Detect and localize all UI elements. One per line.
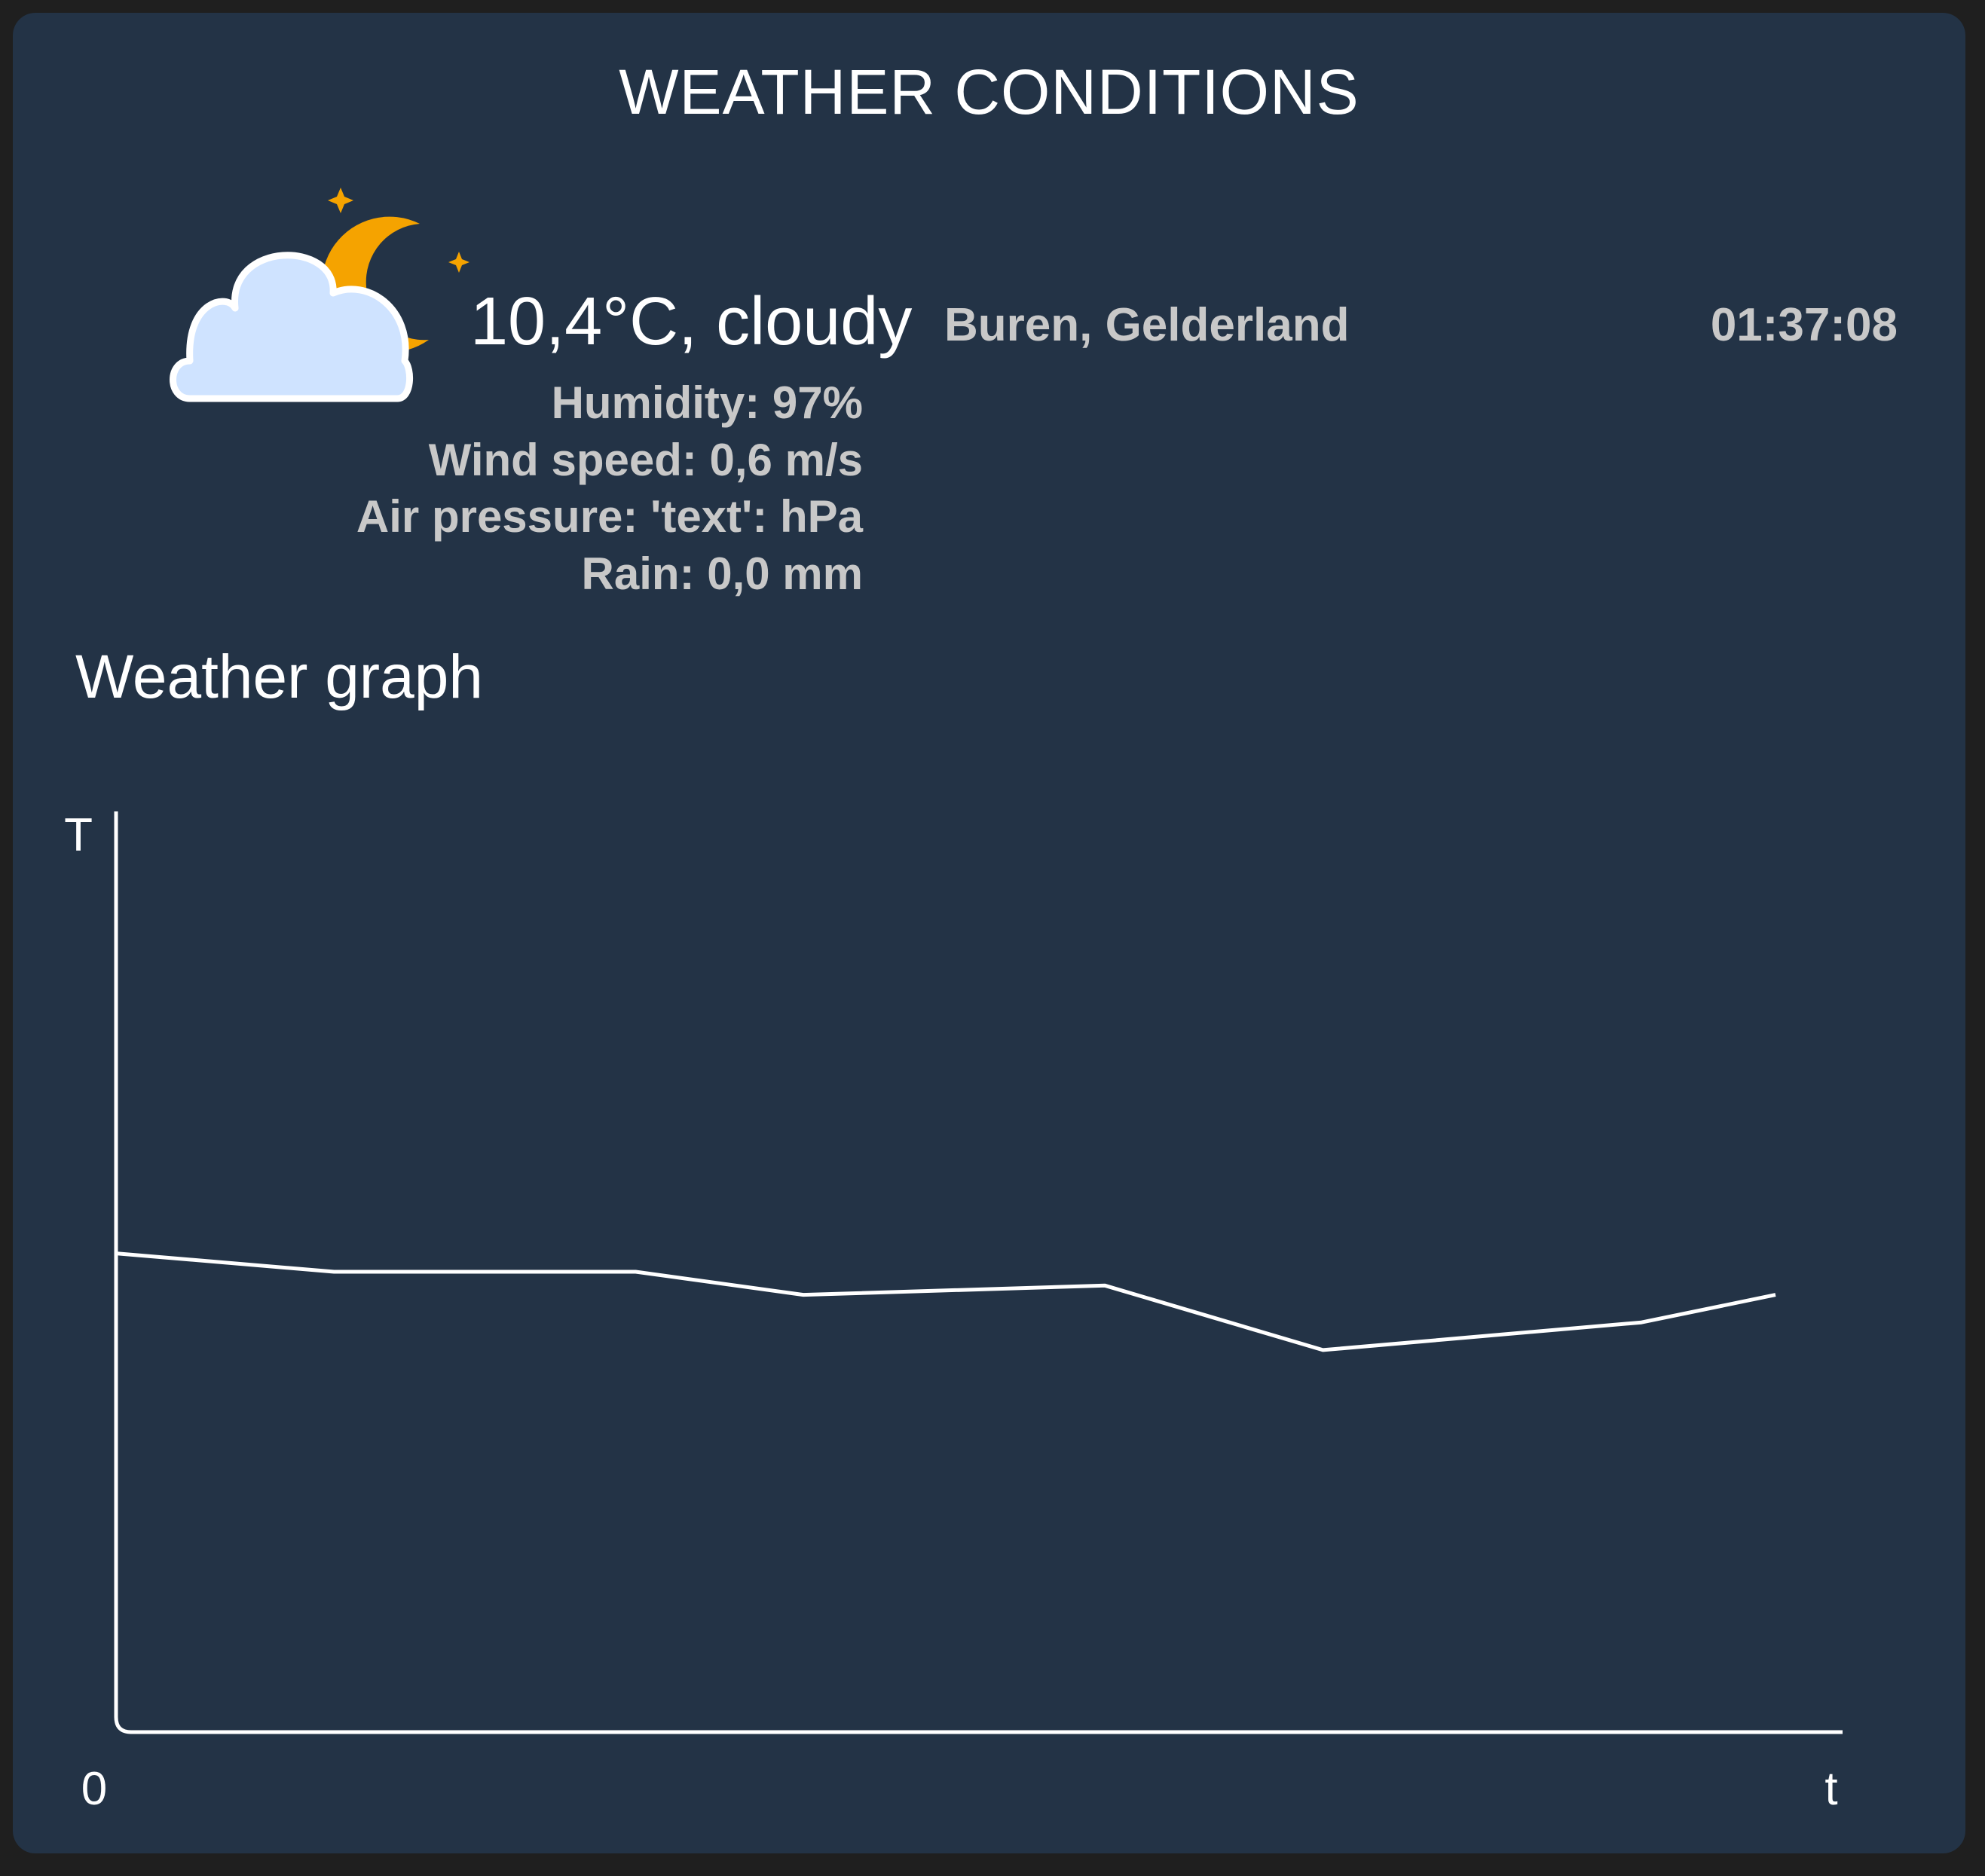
star-icon <box>328 188 353 213</box>
wind-speed-value: Wind speed: 0,6 m/s <box>428 434 863 485</box>
x-axis-label: t <box>1824 1763 1837 1815</box>
weather-graph: T 0 t <box>64 809 1843 1815</box>
origin-label: 0 <box>81 1763 107 1815</box>
clock-time: 01:37:08 <box>1710 299 1898 351</box>
star-icon <box>448 252 469 273</box>
cloudy-night-icon <box>170 188 469 402</box>
chart-axes <box>114 811 1843 1734</box>
humidity-value: Humidity: 97% <box>551 377 863 428</box>
card-title: WEATHER CONDITIONS <box>619 57 1360 127</box>
weather-details: Humidity: 97% Wind speed: 0,6 m/s Air pr… <box>356 374 863 602</box>
cloud-icon <box>170 252 414 402</box>
temperature-series-line <box>115 1251 1776 1352</box>
rain-value: Rain: 0,0 mm <box>581 548 863 599</box>
weather-card: WEATHER CONDITIONS 10,4°C, cloudy Buren,… <box>13 13 1965 1853</box>
location-label: Buren, Gelderland <box>944 299 1350 351</box>
air-pressure-value: Air pressure: 'text': hPa <box>356 491 863 542</box>
graph-title: Weather graph <box>75 643 483 711</box>
temperature-summary: 10,4°C, cloudy <box>470 284 913 359</box>
y-axis-label: T <box>64 809 93 861</box>
